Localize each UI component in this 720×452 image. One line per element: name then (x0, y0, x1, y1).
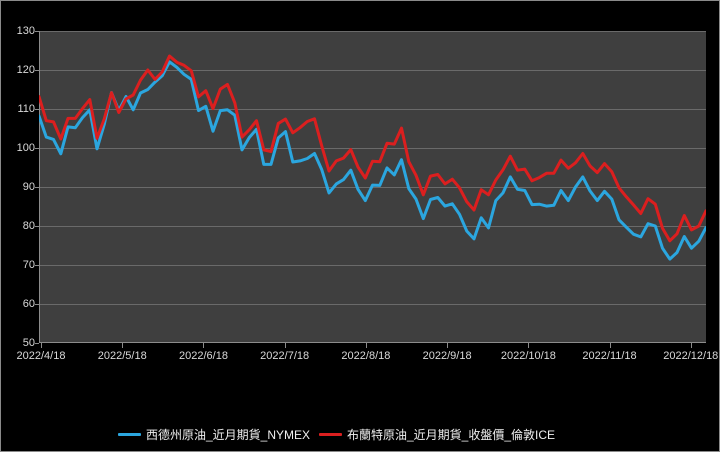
x-axis-label-2022/10/18: 2022/10/18 (500, 350, 556, 362)
x-axis-label-2022/11/18: 2022/11/18 (582, 350, 637, 362)
chart-canvas (39, 31, 706, 343)
x-tick (691, 343, 692, 348)
y-axis-label-100: 100 (16, 142, 35, 154)
y-tick (35, 187, 39, 188)
wti-line (39, 60, 706, 261)
y-axis-label-120: 120 (16, 64, 35, 76)
legend-label-brent: 布蘭特原油_近月期貨_收盤價_倫敦ICE (347, 427, 556, 442)
y-axis-label-130: 130 (16, 25, 35, 37)
x-axis-label-2022/8/18: 2022/8/18 (341, 350, 391, 362)
y-axis-label-90: 90 (22, 181, 35, 193)
brent-line-swatch (319, 432, 342, 436)
x-axis-label-2022/4/18: 2022/4/18 (16, 350, 66, 362)
y-tick (35, 343, 39, 344)
x-tick (610, 343, 611, 348)
x-axis-label-2022/6/18: 2022/6/18 (179, 350, 228, 362)
y-tick (35, 109, 39, 110)
x-tick (366, 343, 367, 348)
legend-item-brent: 布蘭特原油_近月期貨_收盤價_倫敦ICE (319, 425, 555, 443)
x-axis-label-2022/12/18: 2022/12/18 (663, 350, 719, 362)
brent-line (39, 54, 706, 243)
x-tick (41, 343, 42, 348)
legend-item-wti: 西德州原油_近月期貨_NYMEX (118, 425, 310, 443)
legend: 西德州原油_近月期貨_NYMEX 布蘭特原油_近月期貨_收盤價_倫敦ICE (1, 421, 719, 447)
plot-area (39, 31, 706, 343)
legend-label-wti: 西德州原油_近月期貨_NYMEX (146, 427, 311, 442)
y-axis-label-80: 80 (22, 220, 35, 232)
y-axis-label-60: 60 (22, 298, 35, 310)
y-tick (35, 304, 39, 305)
wti-line-swatch (118, 432, 141, 436)
y-axis-label-110: 110 (17, 103, 35, 115)
y-axis-label-70: 70 (22, 259, 35, 271)
y-axis-label-50: 50 (22, 337, 35, 349)
x-tick (447, 343, 448, 348)
y-tick (35, 70, 39, 71)
y-tick (35, 31, 39, 32)
y-tick (35, 265, 39, 266)
x-axis-label-2022/9/18: 2022/9/18 (422, 350, 472, 362)
y-tick (35, 148, 39, 149)
x-tick (528, 343, 529, 348)
y-tick (35, 226, 39, 227)
x-tick (203, 343, 204, 348)
x-axis-label-2022/5/18: 2022/5/18 (97, 350, 147, 362)
x-axis-label-2022/7/18: 2022/7/18 (260, 350, 310, 362)
x-tick (285, 343, 286, 348)
x-tick (122, 343, 123, 348)
